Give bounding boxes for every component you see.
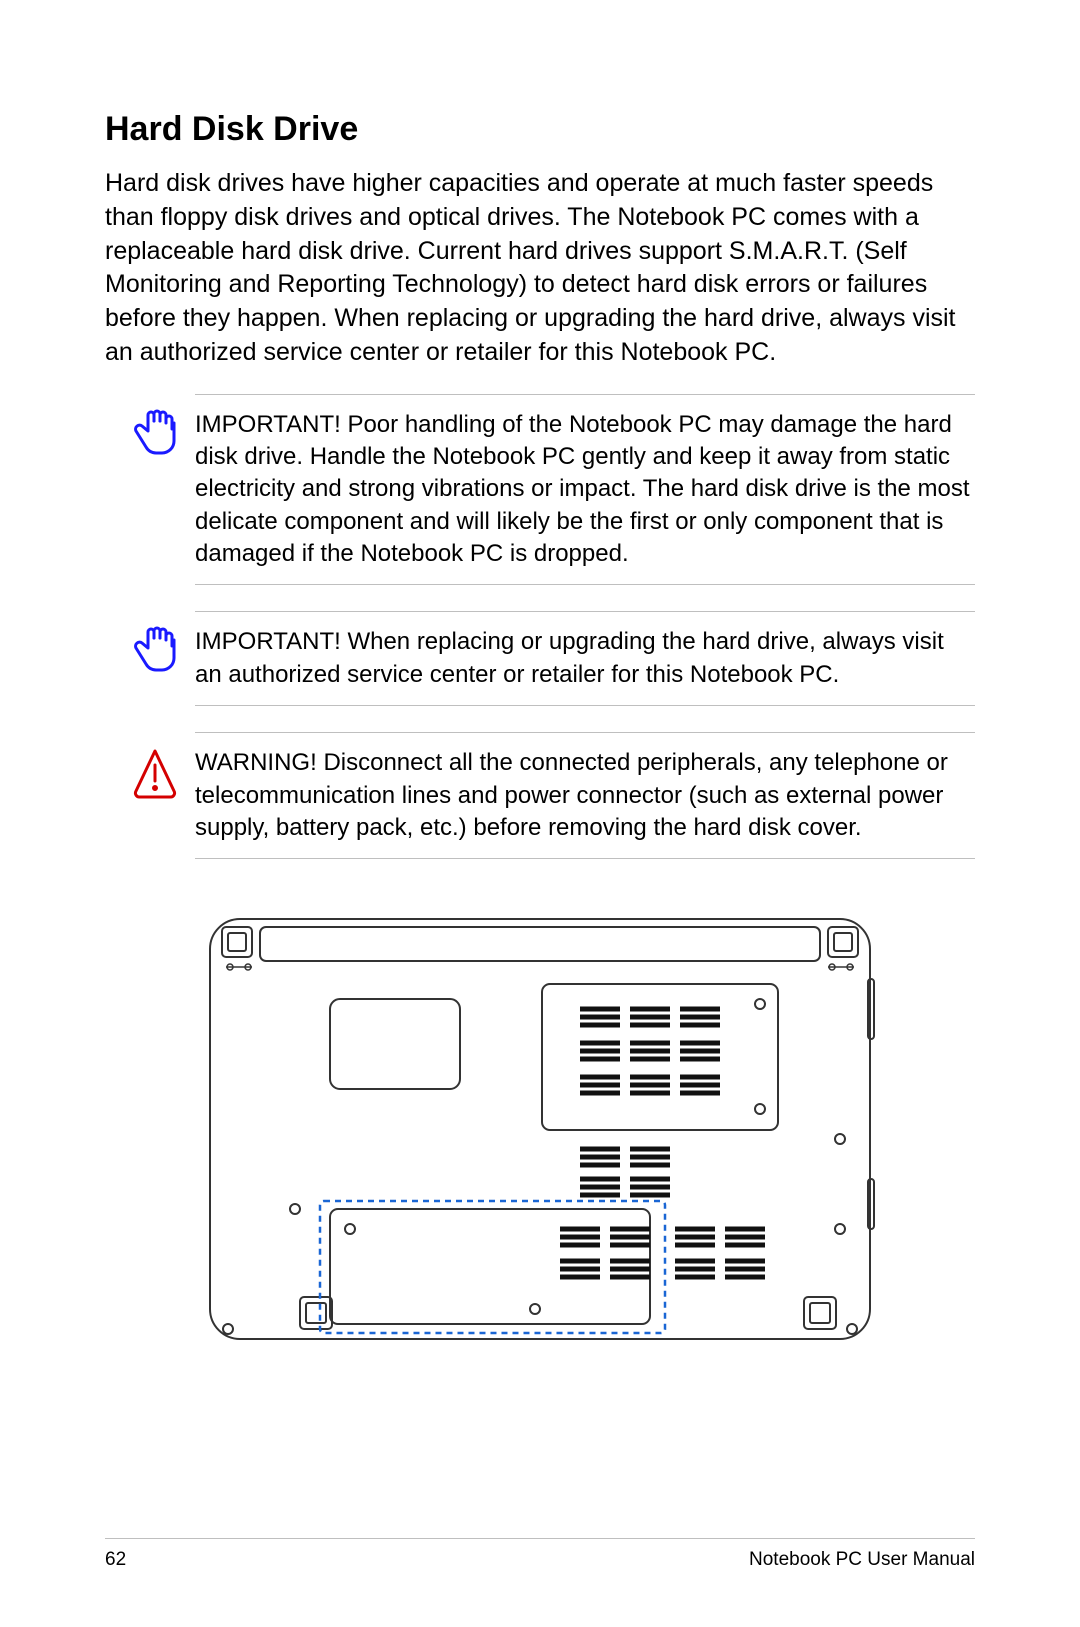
intro-paragraph: Hard disk drives have higher capacities … (105, 167, 975, 370)
page-heading: Hard Disk Drive (105, 110, 975, 149)
notice-important-handling: IMPORTANT! Poor handling of the Notebook… (195, 394, 975, 586)
page-footer: 62 Notebook PC User Manual (105, 1538, 975, 1571)
notice-text: IMPORTANT! Poor handling of the Notebook… (195, 409, 975, 571)
laptop-bottom-figure (105, 909, 975, 1349)
notice-text: WARNING! Disconnect all the connected pe… (195, 747, 975, 844)
manual-title: Notebook PC User Manual (749, 1549, 975, 1571)
notice-text: IMPORTANT! When replacing or upgrading t… (195, 626, 975, 691)
notice-warning-disconnect: WARNING! Disconnect all the connected pe… (195, 732, 975, 859)
notice-important-service: IMPORTANT! When replacing or upgrading t… (195, 611, 975, 706)
page-number: 62 (105, 1549, 126, 1571)
manual-page: Hard Disk Drive Hard disk drives have hi… (0, 0, 1080, 1627)
